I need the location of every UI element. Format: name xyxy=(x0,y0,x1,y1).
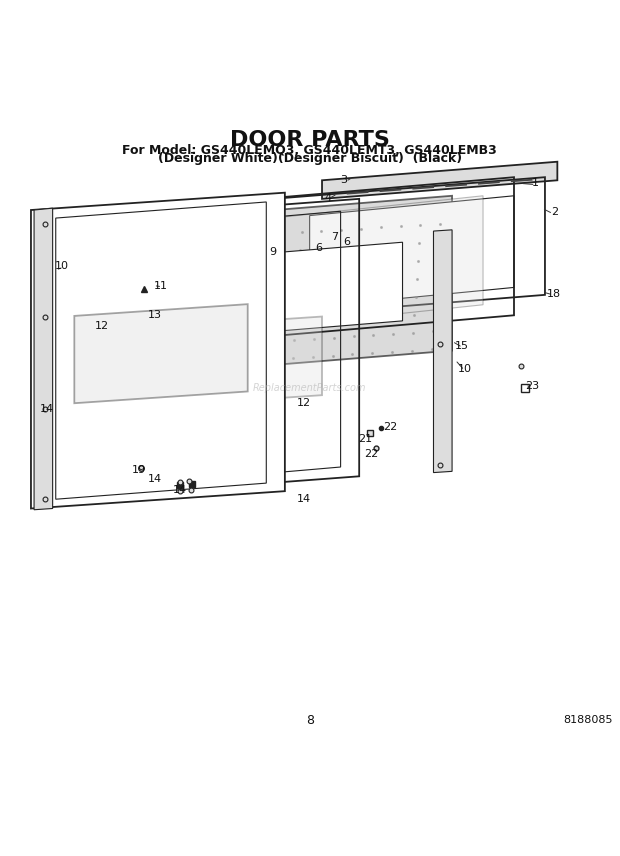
Text: 6: 6 xyxy=(316,243,322,253)
Polygon shape xyxy=(74,304,248,403)
Text: 22: 22 xyxy=(383,422,397,431)
Text: 19: 19 xyxy=(132,465,146,475)
Polygon shape xyxy=(34,208,53,509)
Polygon shape xyxy=(322,162,557,199)
Text: 22: 22 xyxy=(365,449,379,459)
Polygon shape xyxy=(174,317,322,405)
Text: 15: 15 xyxy=(454,342,468,351)
Text: 8188085: 8188085 xyxy=(564,716,613,725)
Polygon shape xyxy=(285,196,483,326)
Text: 14: 14 xyxy=(148,473,162,484)
Text: 8: 8 xyxy=(306,714,314,727)
Text: 11: 11 xyxy=(154,281,168,290)
Polygon shape xyxy=(229,242,402,335)
Text: DOOR PARTS: DOOR PARTS xyxy=(229,130,389,150)
Polygon shape xyxy=(198,196,452,371)
Text: 18: 18 xyxy=(547,288,561,299)
Text: 23: 23 xyxy=(526,381,539,391)
Text: For Model: GS440LEMQ3, GS440LEMT3, GS440LEMB3: For Model: GS440LEMQ3, GS440LEMT3, GS440… xyxy=(122,144,497,157)
Text: 12: 12 xyxy=(296,398,311,408)
Text: 10: 10 xyxy=(55,261,69,270)
Polygon shape xyxy=(445,184,467,187)
Text: 4: 4 xyxy=(325,193,332,203)
Text: 13: 13 xyxy=(148,310,162,319)
Text: 1: 1 xyxy=(532,178,539,188)
Text: 10: 10 xyxy=(458,364,471,374)
Polygon shape xyxy=(379,188,401,192)
Text: ReplacementParts.com: ReplacementParts.com xyxy=(253,383,366,393)
Text: 6: 6 xyxy=(343,237,350,247)
Text: 14: 14 xyxy=(296,494,311,504)
Text: (Designer White)(Designer Biscuit)  (Black): (Designer White)(Designer Biscuit) (Blac… xyxy=(157,152,462,165)
Text: 7: 7 xyxy=(331,232,338,242)
Text: 3: 3 xyxy=(340,175,347,185)
Polygon shape xyxy=(511,179,533,182)
Polygon shape xyxy=(31,193,285,508)
Text: 14: 14 xyxy=(40,404,53,414)
Polygon shape xyxy=(412,186,434,190)
Text: 14: 14 xyxy=(172,485,187,495)
Polygon shape xyxy=(433,229,452,473)
Text: 21: 21 xyxy=(358,433,373,443)
Text: 12: 12 xyxy=(95,321,109,330)
Polygon shape xyxy=(347,191,368,194)
Text: 2: 2 xyxy=(551,207,558,217)
Text: 9: 9 xyxy=(269,247,276,257)
Polygon shape xyxy=(478,181,500,185)
Polygon shape xyxy=(309,196,514,307)
